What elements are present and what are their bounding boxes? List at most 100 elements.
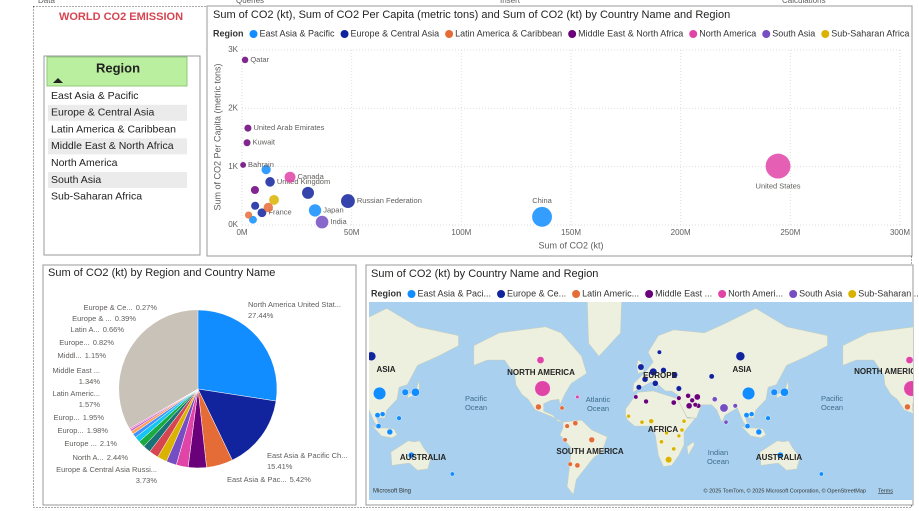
- map-bubble[interactable]: [649, 367, 658, 376]
- scatter-point[interactable]: [532, 206, 552, 227]
- legend-label[interactable]: Latin Americ...: [582, 288, 639, 298]
- map-bubble[interactable]: [903, 380, 919, 397]
- map-bubble[interactable]: [367, 351, 377, 361]
- slicer-item[interactable]: South Asia: [51, 174, 101, 186]
- map-bubble[interactable]: [401, 388, 409, 396]
- legend-label[interactable]: South Asia: [799, 288, 842, 298]
- pie-slice[interactable]: [197, 388, 277, 461]
- scatter-point[interactable]: [244, 124, 252, 132]
- map-bubble[interactable]: [685, 402, 693, 410]
- map-bubble[interactable]: [905, 356, 913, 364]
- legend-label[interactable]: North America: [699, 28, 756, 38]
- slicer[interactable]: Region East Asia & Pacific Europe & Centr…: [43, 55, 201, 256]
- slicer-item[interactable]: Sub-Saharan Africa: [51, 191, 142, 203]
- map-bubble[interactable]: [635, 384, 642, 391]
- map-bubble[interactable]: [664, 430, 669, 436]
- map-bubble[interactable]: [572, 420, 579, 426]
- scatter-point[interactable]: [341, 194, 355, 208]
- pie-slice[interactable]: [197, 309, 278, 402]
- map-bubble[interactable]: [679, 427, 685, 433]
- ribbon-tab[interactable]: Data: [38, 0, 55, 5]
- map-bubble[interactable]: [536, 356, 545, 364]
- map-bubble[interactable]: [675, 385, 682, 392]
- map-bubble[interactable]: [770, 388, 778, 396]
- legend-label[interactable]: East Asia & Pacific: [260, 28, 336, 38]
- map-bubble[interactable]: [379, 411, 386, 417]
- ribbon-tab[interactable]: Insert: [500, 0, 521, 5]
- map-bubble[interactable]: [575, 394, 580, 400]
- map-bubble[interactable]: [681, 418, 687, 424]
- legend-label[interactable]: Europe & Ce...: [507, 288, 566, 298]
- legend-label[interactable]: Sub-Saharan Africa: [831, 28, 909, 38]
- map-bubble[interactable]: [660, 367, 667, 374]
- map-bubble[interactable]: [567, 461, 573, 467]
- map-bubble[interactable]: [637, 363, 645, 371]
- map-bubble[interactable]: [748, 411, 755, 417]
- scatter-point[interactable]: [251, 201, 260, 210]
- scatter-point[interactable]: [302, 186, 315, 199]
- map-bubble[interactable]: [818, 471, 824, 477]
- map-bubble[interactable]: [777, 451, 784, 459]
- map-bubble[interactable]: [564, 423, 570, 429]
- scatter-point[interactable]: [315, 215, 329, 229]
- sort-icon[interactable]: [53, 78, 63, 83]
- legend-label[interactable]: Middle East & North Africa: [578, 28, 683, 38]
- map-bubble[interactable]: [665, 456, 673, 464]
- map-bubble[interactable]: [712, 396, 718, 402]
- map-terms[interactable]: Terms: [878, 488, 893, 494]
- map-bubble[interactable]: [449, 471, 455, 477]
- legend-label[interactable]: East Asia & Paci...: [418, 288, 492, 298]
- ribbon-tab[interactable]: Queries: [236, 0, 264, 5]
- legend-label[interactable]: Europe & Central Asia: [351, 28, 440, 38]
- map-bubble[interactable]: [411, 387, 420, 397]
- scatter-point[interactable]: [263, 202, 274, 213]
- map-bubble[interactable]: [743, 412, 750, 419]
- legend-label[interactable]: Sub-Saharan ...: [858, 288, 919, 298]
- scatter-point[interactable]: [308, 204, 322, 217]
- scatter-point[interactable]: [249, 215, 257, 224]
- scatter-point[interactable]: [244, 211, 253, 219]
- map-bubble[interactable]: [396, 415, 402, 421]
- scatter-point[interactable]: [250, 185, 259, 195]
- scatter-point[interactable]: [269, 194, 279, 205]
- map-bubble[interactable]: [692, 402, 698, 408]
- map-bubble[interactable]: [534, 380, 551, 397]
- map-bubble[interactable]: [685, 393, 691, 399]
- legend-label[interactable]: North Ameri...: [728, 288, 783, 298]
- scatter-point[interactable]: [243, 139, 251, 147]
- map-bubble[interactable]: [735, 351, 746, 361]
- map-bubble[interactable]: [648, 418, 654, 424]
- map-bubble[interactable]: [659, 439, 664, 445]
- legend-label[interactable]: South Asia: [772, 28, 815, 38]
- map-bubble[interactable]: [641, 376, 649, 383]
- slicer-item[interactable]: Latin America & Caribbean: [51, 123, 176, 135]
- slicer-item[interactable]: East Asia & Pacific: [51, 90, 139, 102]
- map-bubble[interactable]: [652, 380, 659, 387]
- map-bubble[interactable]: [708, 373, 715, 380]
- map-bubble[interactable]: [562, 437, 568, 443]
- ribbon-tab[interactable]: Calculations: [782, 0, 826, 5]
- map-bubble[interactable]: [574, 462, 581, 469]
- map-bubble[interactable]: [588, 436, 595, 443]
- map-bubble[interactable]: [694, 393, 701, 401]
- map-bubble[interactable]: [732, 403, 738, 409]
- map-bubble[interactable]: [408, 451, 415, 459]
- map-bubble[interactable]: [744, 423, 751, 429]
- map-bubble[interactable]: [670, 399, 677, 406]
- map-bubble[interactable]: [535, 403, 542, 411]
- map-bubble[interactable]: [689, 397, 695, 403]
- map-bubble[interactable]: [676, 433, 682, 439]
- map-bubble[interactable]: [676, 395, 682, 401]
- slicer-item[interactable]: North America: [51, 157, 118, 169]
- map-bubble[interactable]: [671, 446, 677, 452]
- scatter-point[interactable]: [265, 177, 275, 187]
- legend-label[interactable]: Middle East ...: [655, 288, 712, 298]
- pie-slice[interactable]: [129, 388, 199, 430]
- map-bubble[interactable]: [755, 428, 762, 436]
- map-bubble[interactable]: [639, 419, 645, 425]
- map-bubble[interactable]: [723, 419, 729, 425]
- map-bubble[interactable]: [375, 423, 382, 429]
- map-bubble[interactable]: [643, 398, 649, 405]
- map-bubble[interactable]: [780, 387, 789, 397]
- map-bubble[interactable]: [633, 394, 639, 400]
